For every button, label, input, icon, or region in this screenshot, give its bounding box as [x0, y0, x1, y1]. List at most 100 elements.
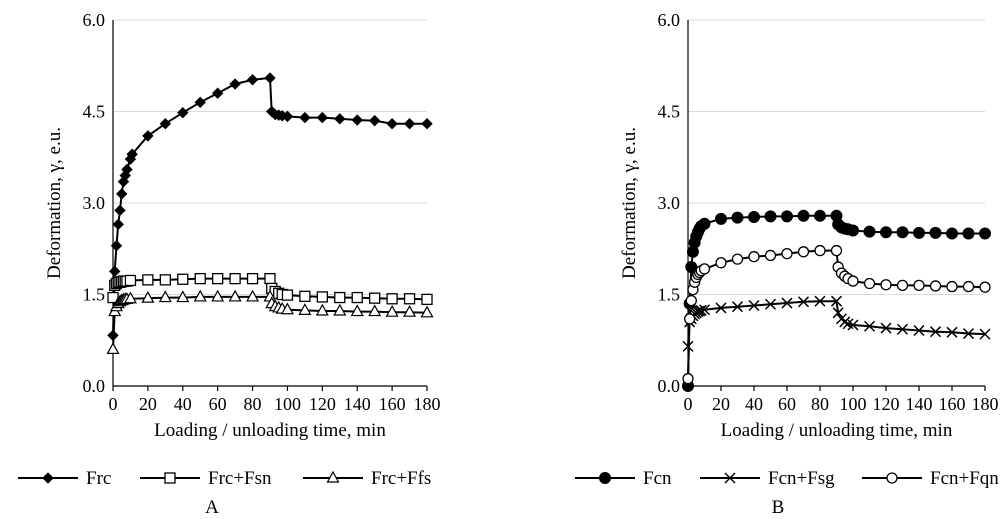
y-tick-label: 1.5 — [658, 285, 681, 305]
x-tick-label: 40 — [174, 394, 192, 414]
data-point — [351, 291, 363, 304]
data-point — [316, 291, 328, 303]
data-point — [299, 111, 311, 124]
data-point — [229, 272, 241, 285]
data-point — [211, 289, 225, 302]
data-point — [194, 272, 206, 285]
data-point — [280, 302, 294, 315]
data-point — [212, 272, 224, 285]
legend-entry: Frc — [18, 468, 111, 489]
data-point — [748, 299, 760, 312]
data-point — [316, 111, 329, 124]
data-point — [334, 291, 346, 304]
data-point — [814, 244, 826, 257]
y-tick-label: 0.0 — [83, 376, 106, 396]
data-point — [863, 225, 876, 238]
data-point — [830, 244, 843, 257]
data-point — [863, 320, 876, 332]
legend-marker — [599, 472, 611, 484]
data-point — [368, 304, 382, 317]
legend-marker — [164, 472, 176, 484]
series-fcn — [682, 209, 991, 392]
data-point — [698, 217, 711, 230]
data-point — [797, 246, 810, 258]
data-point — [929, 326, 942, 338]
x-tick-label: 160 — [379, 394, 406, 414]
data-point — [369, 292, 381, 304]
data-point — [114, 204, 126, 217]
data-point — [896, 226, 909, 239]
legend-entry: Fcn+Fsg — [700, 468, 835, 489]
data-point — [124, 274, 137, 287]
data-point — [880, 322, 892, 334]
panel-label: B — [772, 497, 785, 518]
data-point — [913, 324, 925, 337]
data-point — [334, 113, 346, 125]
data-point — [264, 72, 276, 84]
x-tick-label: 140 — [344, 394, 371, 414]
legend-label: Frc+Fsn — [208, 468, 272, 489]
data-point — [748, 211, 760, 224]
data-point — [229, 78, 241, 90]
series-frc-fsn — [107, 272, 433, 306]
data-point — [962, 328, 975, 340]
data-point — [158, 290, 172, 303]
data-point — [685, 294, 697, 307]
x-tick-label: 80 — [811, 394, 829, 414]
data-point — [781, 297, 793, 309]
data-point — [847, 319, 859, 331]
data-point — [126, 148, 138, 160]
x-tick-label: 60 — [778, 394, 796, 414]
x-tick-label: 20 — [139, 394, 157, 414]
x-tick-label: 120 — [309, 394, 336, 414]
data-point — [350, 304, 364, 317]
data-point — [106, 342, 120, 354]
data-point — [264, 272, 276, 285]
data-point — [109, 265, 121, 278]
data-point — [715, 302, 727, 314]
data-point — [715, 212, 727, 225]
data-point — [962, 227, 975, 240]
data-point — [193, 289, 207, 302]
legend-marker — [886, 472, 898, 484]
data-point — [913, 226, 925, 239]
x-tick-label: 100 — [274, 394, 301, 414]
legend-label: Fcn+Fsg — [768, 468, 835, 489]
data-point — [797, 296, 810, 308]
data-point — [814, 295, 826, 307]
legend-marker — [42, 472, 54, 484]
data-point — [913, 279, 925, 292]
data-point — [194, 96, 206, 109]
y-tick-label: 1.5 — [83, 285, 106, 305]
data-point — [847, 224, 859, 237]
y-tick-label: 3.0 — [658, 193, 681, 213]
data-point — [781, 247, 793, 260]
chart-panel-a: 0.0 1.5 3.0 4.5 6.0 0 20 40 60 80 100 120 140 160 180 L… — [18, 10, 441, 518]
data-point — [830, 295, 843, 307]
legend-label: Frc — [86, 468, 111, 489]
data-point — [946, 326, 958, 338]
data-point — [121, 163, 133, 176]
data-point — [946, 280, 958, 293]
data-point — [142, 274, 154, 286]
data-point — [880, 226, 892, 239]
legend-entry: Fcn+Fqn — [862, 468, 999, 489]
data-point — [731, 253, 744, 265]
data-point — [142, 130, 154, 142]
data-point — [385, 304, 399, 317]
data-point — [177, 107, 189, 119]
data-point — [403, 304, 417, 317]
data-point — [929, 280, 942, 292]
data-point — [781, 210, 793, 223]
data-point — [403, 117, 416, 130]
data-point — [159, 274, 171, 286]
data-point — [116, 188, 128, 200]
data-point — [946, 227, 958, 240]
x-tick-label: 120 — [873, 394, 900, 414]
x-tick-label: 160 — [939, 394, 966, 414]
series-fcn-fqn — [682, 244, 991, 385]
data-point — [839, 316, 851, 328]
data-point — [962, 280, 975, 293]
legend-label: Frc+Ffs — [371, 468, 431, 489]
